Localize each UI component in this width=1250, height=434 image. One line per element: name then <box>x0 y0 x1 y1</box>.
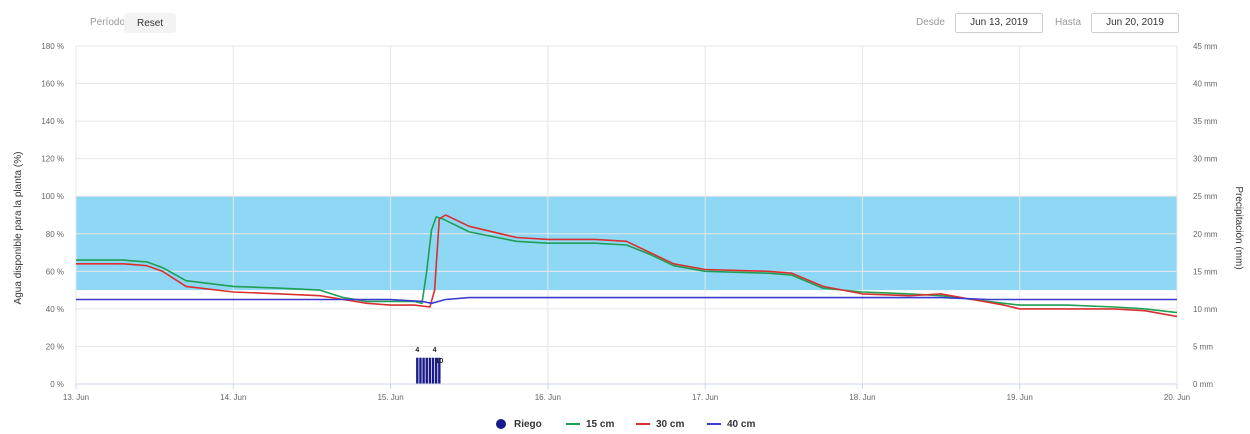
y2-tick-label: 35 mm <box>1193 117 1218 126</box>
y-tick-label: 80 % <box>46 230 64 239</box>
chart-toolbar: Período Reset Desde Jun 13, 2019 Hasta J… <box>0 13 1250 35</box>
y-tick-label: 40 % <box>46 305 64 314</box>
legend-item-label[interactable]: 40 cm <box>727 419 755 430</box>
y2-tick-label: 25 mm <box>1193 192 1218 201</box>
riego-bar[interactable] <box>431 357 435 384</box>
y2-tick-label: 20 mm <box>1193 230 1218 239</box>
y-tick-label: 160 % <box>41 80 64 89</box>
legend-item-label[interactable]: 15 cm <box>586 419 614 430</box>
x-tick-label: 15. Jun <box>377 393 403 402</box>
series-line-40cm[interactable] <box>76 296 1177 305</box>
y2-tick-label: 45 mm <box>1193 42 1218 51</box>
riego-bar[interactable] <box>422 357 425 384</box>
legend-symbol-riego[interactable] <box>496 419 506 429</box>
y-tick-label: 0 % <box>50 380 64 389</box>
riego-bar[interactable] <box>416 357 419 384</box>
riego-bar[interactable] <box>419 357 422 384</box>
y2-tick-label: 30 mm <box>1193 155 1218 164</box>
y-tick-label: 20 % <box>46 342 64 351</box>
y2-tick-label: 15 mm <box>1193 267 1218 276</box>
y-tick-label: 180 % <box>41 42 64 51</box>
reset-button[interactable]: Reset <box>124 13 177 33</box>
y-axis-title: Agua disponible para la planta (%) <box>13 152 24 305</box>
y2-tick-label: 40 mm <box>1193 80 1218 89</box>
from-date-input[interactable]: Jun 13, 2019 <box>955 13 1043 33</box>
y2-axis-title: Precipitación (mm) <box>1233 186 1244 269</box>
x-tick-label: 20. Jun <box>1164 393 1190 402</box>
y2-tick-label: 5 mm <box>1193 342 1213 351</box>
riego-bar[interactable] <box>425 357 428 384</box>
legend-item-label[interactable]: 30 cm <box>656 419 684 430</box>
to-date-input[interactable]: Jun 20, 2019 <box>1091 13 1179 33</box>
y-tick-label: 120 % <box>41 155 64 164</box>
y2-tick-label: 0 mm <box>1193 380 1213 389</box>
chart-legend: Riego 15 cm 30 cm 40 cm <box>496 419 755 430</box>
legend-item-label[interactable]: Riego <box>514 419 542 430</box>
y-tick-label: 140 % <box>41 117 64 126</box>
y2-tick-label: 10 mm <box>1193 305 1218 314</box>
x-tick-label: 14. Jun <box>220 393 246 402</box>
riego-bar[interactable] <box>438 357 441 384</box>
period-label: Período <box>90 17 126 28</box>
x-tick-label: 16. Jun <box>535 393 561 402</box>
riego-data-label: 4 <box>433 347 437 354</box>
to-label: Hasta <box>1055 17 1082 28</box>
x-tick-label: 19. Jun <box>1007 393 1033 402</box>
x-tick-label: 17. Jun <box>692 393 718 402</box>
x-tick-label: 13. Jun <box>63 393 89 402</box>
riego-data-label: 10 <box>435 358 443 365</box>
optimal-range-band <box>76 196 1177 291</box>
from-label: Desde <box>916 17 945 28</box>
x-tick-label: 18. Jun <box>849 393 875 402</box>
riego-bar[interactable] <box>434 357 438 384</box>
y-tick-label: 60 % <box>46 267 64 276</box>
y-tick-label: 100 % <box>41 192 64 201</box>
riego-data-label: 4 <box>415 347 419 354</box>
riego-bar[interactable] <box>428 357 432 384</box>
